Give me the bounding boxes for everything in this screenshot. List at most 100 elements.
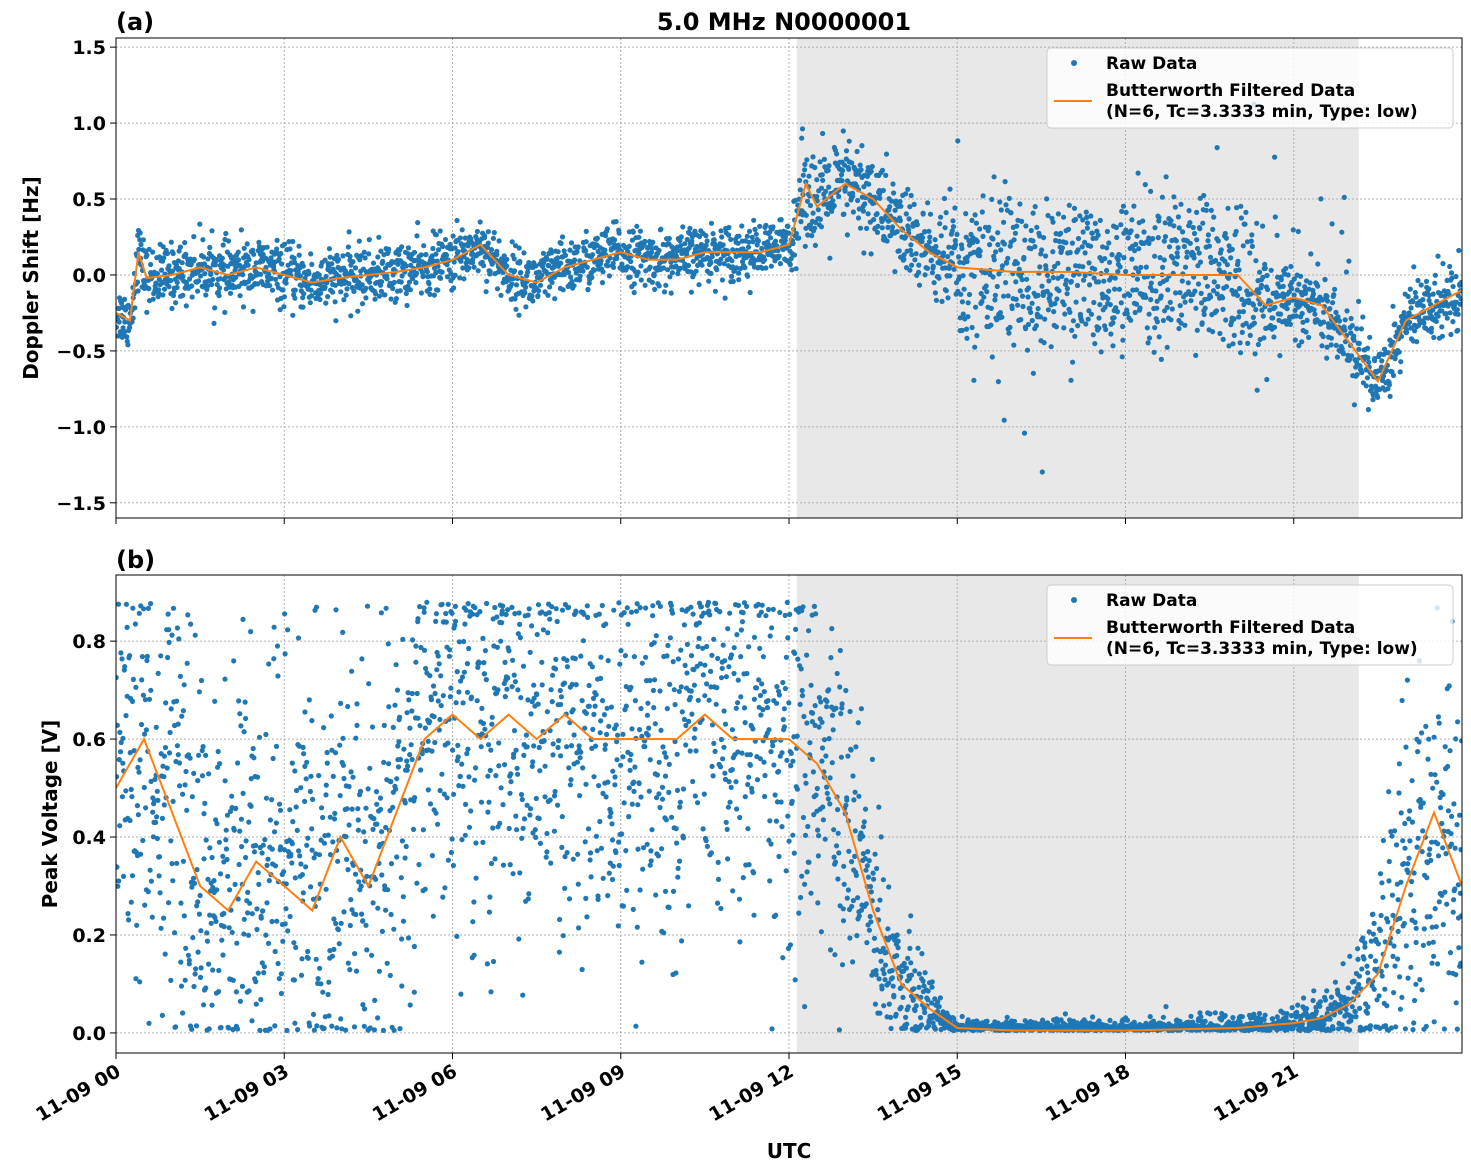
raw-data-point	[636, 250, 642, 256]
raw-data-point	[168, 838, 174, 844]
raw-data-point	[790, 758, 796, 764]
raw-data-point	[1456, 247, 1462, 254]
raw-data-point	[831, 854, 837, 860]
raw-data-point	[154, 788, 160, 794]
raw-data-point	[357, 788, 364, 795]
raw-data-point	[148, 261, 154, 268]
raw-data-point	[712, 288, 719, 294]
raw-data-point	[116, 864, 120, 870]
raw-data-point	[1030, 238, 1036, 244]
raw-data-point	[364, 873, 370, 879]
raw-data-point	[204, 283, 211, 289]
raw-data-point	[1252, 351, 1258, 357]
raw-data-point	[1426, 286, 1432, 292]
raw-data-point	[399, 244, 405, 250]
raw-data-point	[1367, 334, 1373, 340]
raw-data-point	[1038, 251, 1044, 257]
raw-data-point	[544, 849, 550, 855]
raw-data-point	[514, 765, 520, 771]
raw-data-point	[631, 290, 637, 296]
raw-data-point	[527, 812, 533, 818]
raw-data-point	[329, 261, 335, 267]
raw-data-point	[420, 827, 426, 833]
raw-data-point	[635, 846, 641, 852]
raw-data-point	[580, 638, 587, 644]
raw-data-point	[686, 718, 692, 725]
raw-data-point	[435, 287, 441, 293]
raw-data-point	[1432, 280, 1438, 286]
raw-data-point	[972, 212, 978, 218]
raw-data-point	[130, 676, 136, 683]
raw-data-point	[708, 260, 714, 266]
raw-data-point	[148, 878, 154, 884]
raw-data-point	[1294, 287, 1300, 293]
raw-data-point	[1322, 276, 1328, 283]
raw-data-point	[757, 756, 764, 762]
raw-data-point	[307, 788, 313, 795]
raw-data-point	[272, 863, 279, 869]
raw-data-point	[451, 285, 457, 291]
raw-data-point	[205, 256, 211, 262]
raw-data-point	[629, 726, 635, 732]
raw-data-point	[656, 791, 662, 797]
raw-data-point	[1450, 283, 1456, 290]
raw-data-point	[498, 638, 504, 644]
raw-data-point	[628, 609, 635, 615]
raw-data-point	[186, 957, 192, 963]
raw-data-point	[381, 759, 387, 766]
raw-data-point	[316, 272, 322, 278]
raw-data-point	[819, 758, 825, 764]
raw-data-point	[586, 682, 592, 689]
raw-data-point	[589, 664, 596, 670]
raw-data-point	[1106, 288, 1112, 294]
raw-data-point	[427, 718, 433, 725]
raw-data-point	[440, 894, 446, 900]
raw-data-point	[1071, 205, 1078, 211]
raw-data-point	[259, 850, 265, 856]
raw-data-point	[417, 604, 423, 610]
raw-data-point	[810, 710, 816, 716]
raw-data-point	[321, 725, 327, 731]
raw-data-point	[609, 876, 616, 883]
raw-data-point	[1118, 222, 1124, 228]
raw-data-point	[778, 217, 784, 223]
raw-data-point	[1048, 344, 1054, 350]
raw-data-point	[155, 670, 161, 677]
raw-data-point	[1271, 324, 1278, 330]
raw-data-point	[677, 858, 683, 864]
legend-box	[1046, 47, 1454, 129]
raw-data-point	[602, 247, 608, 253]
raw-data-point	[390, 285, 396, 292]
raw-data-point	[521, 752, 527, 759]
raw-data-point	[813, 611, 819, 617]
raw-data-point	[605, 893, 611, 899]
raw-data-point	[536, 288, 542, 294]
raw-data-point	[527, 649, 533, 656]
raw-data-point	[363, 805, 369, 811]
raw-data-point	[971, 273, 977, 279]
raw-data-point	[318, 290, 324, 296]
raw-data-point	[1046, 278, 1052, 284]
raw-data-point	[306, 271, 312, 277]
raw-data-point	[256, 881, 262, 888]
raw-data-point	[370, 260, 377, 266]
raw-data-point	[1363, 383, 1369, 389]
raw-data-point	[1379, 358, 1385, 364]
raw-data-point	[1037, 264, 1043, 270]
raw-data-point	[1027, 305, 1033, 311]
raw-data-point	[960, 311, 966, 317]
raw-data-point	[792, 650, 798, 657]
raw-data-point	[603, 621, 609, 627]
raw-data-point	[1012, 230, 1019, 236]
raw-data-point	[371, 1027, 377, 1033]
raw-data-point	[608, 810, 614, 816]
raw-data-point	[221, 924, 227, 930]
raw-data-point	[578, 653, 584, 659]
raw-data-point	[888, 198, 895, 204]
raw-data-point	[238, 723, 244, 729]
raw-data-point	[304, 842, 310, 848]
raw-data-point	[1302, 290, 1309, 296]
raw-data-point	[277, 807, 284, 813]
raw-data-point	[430, 258, 437, 264]
raw-data-point	[195, 278, 202, 284]
